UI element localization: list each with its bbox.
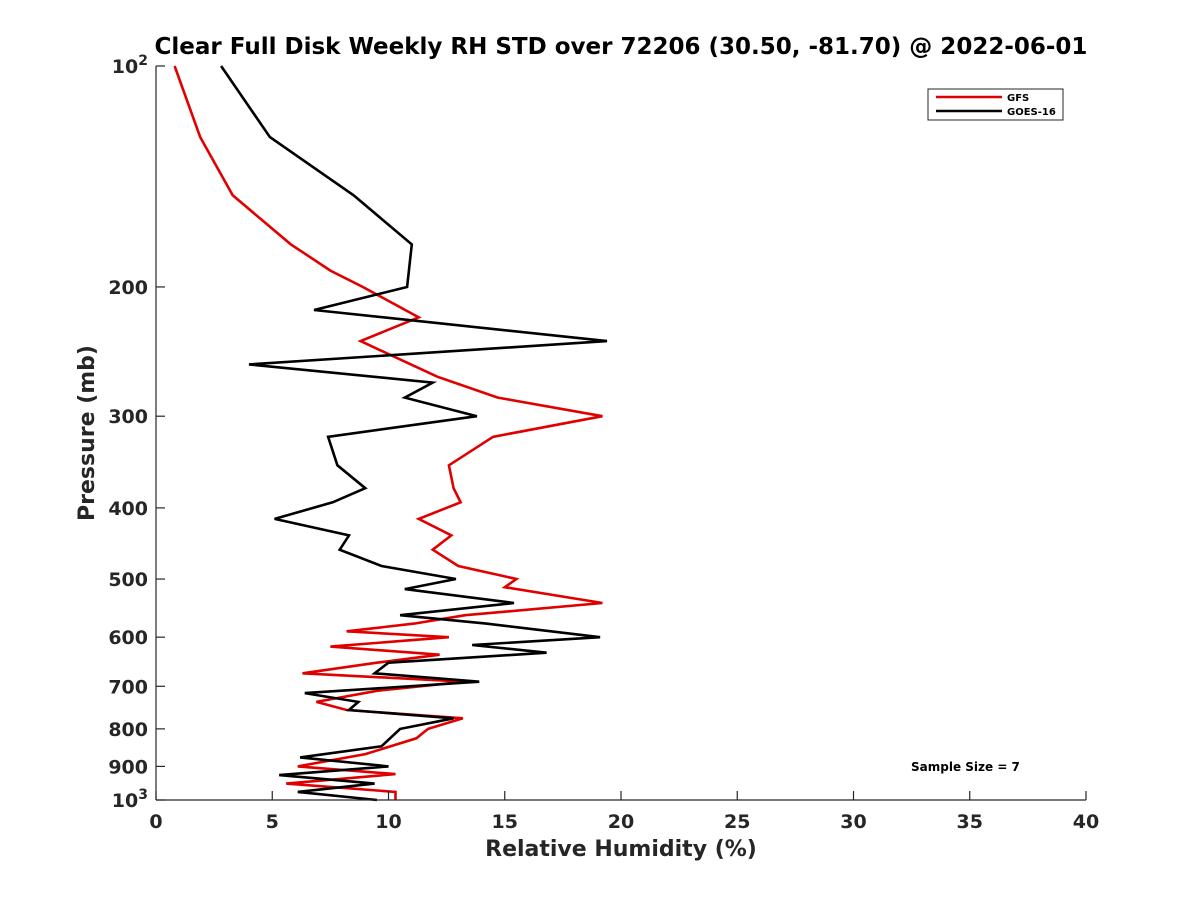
y-tick-label: 700	[108, 676, 148, 698]
x-tick-label: 5	[266, 811, 279, 833]
y-axis-label: Pressure (mb)	[75, 345, 100, 521]
x-tick-label: 40	[1073, 811, 1099, 833]
x-axis-label: Relative Humidity (%)	[485, 837, 757, 862]
x-ticks: 0 5 10 15 20 25 30 35 40	[149, 791, 1099, 833]
y-tick-label: 103	[112, 787, 148, 812]
x-tick-label: 30	[840, 811, 866, 833]
chart-title: Clear Full Disk Weekly RH STD over 72206…	[155, 34, 1088, 60]
legend-label-goes16: GOES-16	[1007, 107, 1056, 118]
y-tick-label: 800	[108, 719, 148, 741]
y-tick-label: 900	[108, 756, 148, 778]
y-tick-label: 400	[108, 498, 148, 520]
series-line-goes-16	[220, 65, 608, 802]
y-tick-label: 600	[108, 627, 148, 649]
legend-label-gfs: GFS	[1007, 93, 1029, 104]
x-tick-label: 25	[724, 811, 750, 833]
x-tick-label: 15	[492, 811, 518, 833]
series-line-gfs	[173, 65, 603, 800]
plot-area	[173, 65, 608, 802]
sample-size-annotation: Sample Size = 7	[911, 760, 1020, 774]
x-tick-label: 0	[149, 811, 162, 833]
x-tick-label: 35	[957, 811, 983, 833]
y-tick-label: 500	[108, 569, 148, 591]
y-ticks: 102 200 300 400 500 600 700 800 900 103	[108, 53, 165, 812]
x-tick-label: 10	[375, 811, 401, 833]
y-tick-label: 102	[112, 53, 148, 78]
y-tick-label: 300	[108, 406, 148, 428]
x-tick-label: 20	[608, 811, 634, 833]
y-tick-label: 200	[108, 277, 148, 299]
legend-box	[927, 88, 1064, 121]
legend: GFS GOES-16	[927, 88, 1064, 121]
